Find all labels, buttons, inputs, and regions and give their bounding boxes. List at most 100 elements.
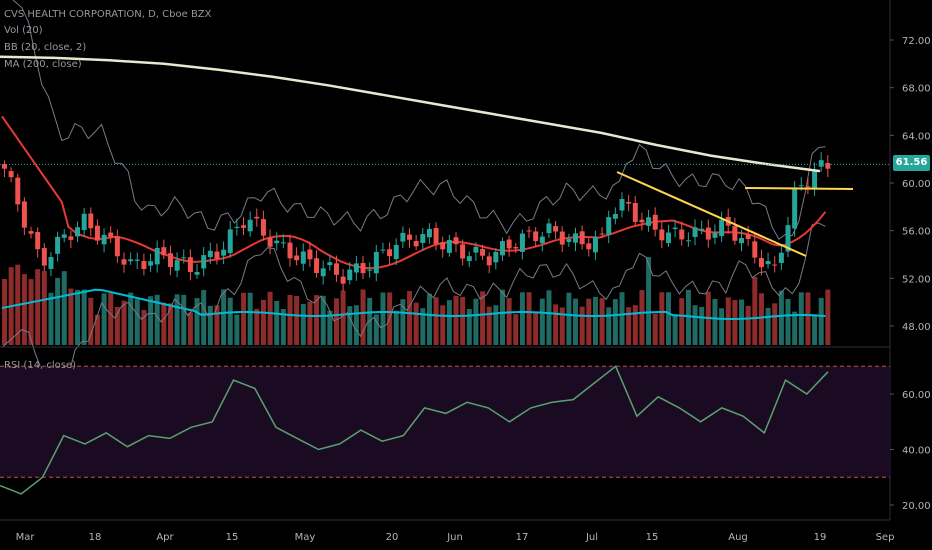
candle-body <box>121 259 127 265</box>
volume-bar <box>400 299 406 345</box>
price-tick-label: 56.00 <box>902 227 931 238</box>
candle-body <box>526 230 532 232</box>
volume-bar <box>632 305 638 345</box>
price-pane[interactable] <box>0 0 890 392</box>
volume-bar <box>619 292 625 345</box>
candle-body <box>214 251 220 259</box>
volume-bar <box>752 277 758 345</box>
legend-bollinger[interactable]: BB (20, close, 2) <box>4 42 87 53</box>
volume-bar <box>606 307 612 345</box>
volume-bar <box>221 289 227 345</box>
resistance-trendline <box>744 187 854 190</box>
candle-body <box>294 255 300 261</box>
rsi-tick-label: 20.00 <box>902 501 931 512</box>
volume-bar <box>626 307 632 345</box>
volume-bar <box>241 292 247 345</box>
price-tick-label: 48.00 <box>902 322 931 333</box>
volume-bar <box>732 300 738 345</box>
legend-ma200[interactable]: MA (200, close) <box>4 59 82 70</box>
candle-body <box>699 228 705 231</box>
volume-bar <box>446 300 452 345</box>
candle-body <box>705 227 711 240</box>
candle-body <box>506 239 512 249</box>
candle-body <box>148 261 154 266</box>
volume-bar <box>254 308 260 345</box>
candle-body <box>480 249 486 256</box>
candle-body <box>493 251 499 263</box>
volume-bar <box>798 292 804 345</box>
candle-body <box>360 263 366 274</box>
legend-rsi[interactable]: RSI (14, close) <box>4 360 77 371</box>
time-label: 15 <box>646 532 659 543</box>
volume-bar <box>181 294 187 345</box>
volume-bar <box>519 292 525 345</box>
volume-bar <box>101 293 107 345</box>
candle-body <box>426 228 432 238</box>
candle-body <box>221 249 227 256</box>
price-tick-label: 68.00 <box>902 84 931 95</box>
volume-bar <box>380 292 386 345</box>
volume-bar <box>134 299 140 345</box>
legend-volume[interactable]: Vol (20) <box>4 25 43 36</box>
candle-body <box>94 225 100 241</box>
candle-body <box>632 203 638 222</box>
time-label: Aug <box>728 532 748 543</box>
candle-body <box>254 216 260 219</box>
volume-bar <box>573 298 579 345</box>
candle-body <box>566 239 572 242</box>
candle-body <box>732 225 738 241</box>
volume-bar <box>340 290 346 345</box>
rsi-pane[interactable] <box>0 365 890 495</box>
volume-bar <box>825 289 831 345</box>
volume-bar <box>68 288 74 345</box>
price-axis[interactable]: 72.00 68.00 64.00 60.00 56.00 52.00 48.00 <box>889 0 931 520</box>
price-tick-label: 72.00 <box>902 36 931 47</box>
volume-bar <box>194 298 200 345</box>
candle-body <box>400 232 406 242</box>
volume-bar <box>334 298 339 345</box>
volume-bar <box>48 292 54 345</box>
candle-body <box>825 162 831 169</box>
volume-bar <box>539 298 545 345</box>
candle-body <box>187 257 193 273</box>
time-label: 18 <box>89 532 102 543</box>
volume-bar <box>187 312 193 345</box>
volume-bar <box>765 307 771 345</box>
volume-bar <box>679 298 685 345</box>
volume-bar <box>526 292 532 345</box>
candle-body <box>685 240 691 242</box>
candle-body <box>128 259 134 262</box>
candle-body <box>320 268 326 277</box>
candle-body <box>672 227 678 230</box>
volume-bar <box>353 305 359 345</box>
volume-bar <box>267 291 273 345</box>
time-label: Jul <box>585 532 598 543</box>
volume-bar <box>294 296 300 345</box>
candle-body <box>207 250 213 258</box>
volume-bar <box>758 293 764 345</box>
volume-bar <box>513 314 519 345</box>
candle-body <box>181 257 187 259</box>
volume-bar <box>699 306 705 345</box>
volume-bar <box>440 305 446 345</box>
rsi-axis[interactable]: 60.00 40.00 20.00 <box>890 390 931 512</box>
volume-bar <box>486 306 492 345</box>
volume-bar <box>141 309 147 345</box>
chart-title: CVS HEALTH CORPORATION, D, Cboe BZX <box>4 9 212 20</box>
candle-body <box>626 202 632 204</box>
volume-bar <box>466 308 472 345</box>
candle-body <box>114 236 120 257</box>
volume-bar <box>672 314 678 345</box>
ma200-line <box>0 55 821 173</box>
last-price-badge: 61.56 <box>893 155 930 171</box>
candle-body <box>300 251 306 264</box>
candle-body <box>2 163 7 169</box>
candle-body <box>652 214 658 230</box>
time-axis[interactable]: Mar 18 Apr 15 May 20 Jun 17 Jul 15 Aug 19 Sep <box>0 519 894 543</box>
candle-body <box>785 225 791 252</box>
time-label: 15 <box>226 532 239 543</box>
candle-body <box>612 213 618 219</box>
volume-bar <box>108 293 114 345</box>
volume-bar <box>260 299 266 345</box>
